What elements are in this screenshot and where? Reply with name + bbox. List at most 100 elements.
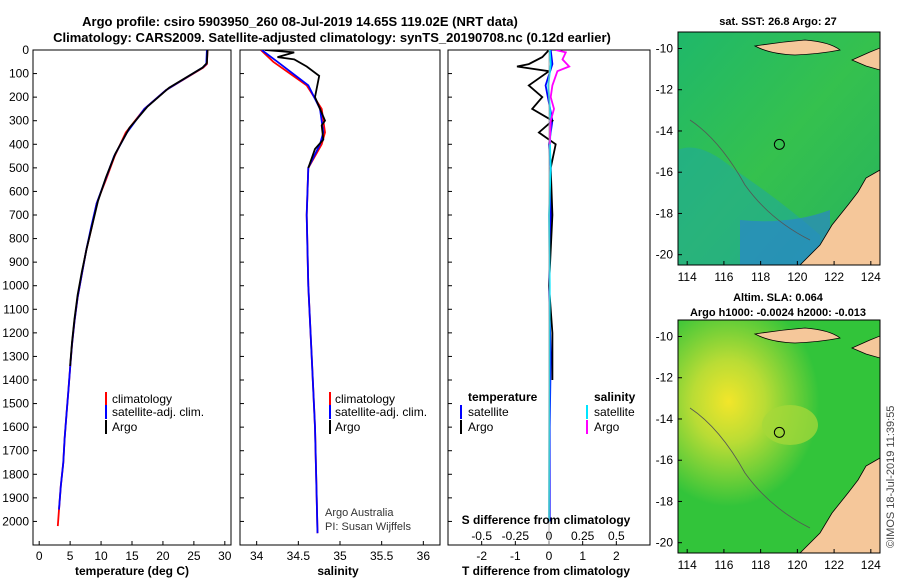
x-tick-label: 0 [36,549,43,563]
series-line-salinity-argo [548,50,571,145]
lon-tick-label: 122 [824,270,844,284]
sst-bathymetry-contour [689,119,811,241]
difference-xlabel: T difference from climatology [462,564,630,578]
pressure-tick-label: 1200 [2,326,29,340]
lon-tick-label: 120 [787,558,807,572]
series-line-satellite-adj-clim- [261,50,325,534]
sst-map-title: sat. SST: 26.8 Argo: 27 [719,16,837,28]
pressure-tick-label: 900 [9,255,29,269]
salinity-annotation-argo-australia: Argo Australia [325,507,394,519]
salinity-annotation-pi: PI: Susan Wijffels [325,521,411,533]
sst-argo-position-marker [773,138,785,150]
x-tick-label: 10 [94,549,108,563]
pressure-tick-label: 500 [9,161,29,175]
lat-tick-label: -18 [656,206,674,220]
lat-tick-label: -10 [656,41,674,55]
diff-legend-temp-argo: Argo [468,420,494,434]
temperature-legend: climatology satellite-adj. clim. Argo [105,392,204,434]
temperature-legend-argo: Argo [112,420,138,434]
lat-tick-label: -12 [656,371,674,385]
x2-tick-label: -0.5 [471,529,492,543]
salinity-legend: climatology satellite-adj. clim. Argo [329,392,427,434]
lat-tick-label: -10 [656,329,674,343]
diff-legend-sal-satellite: satellite [594,405,635,419]
x-tick-label: 35 [333,549,347,563]
pressure-tick-label: 400 [9,137,29,151]
diff-legend-temperature-title: temperature [468,390,538,404]
pressure-tick-label: 2000 [2,514,29,528]
x-tick-label: 2 [613,549,620,563]
lon-tick-label: 114 [678,558,697,572]
pressure-tick-label: 1300 [2,349,29,363]
lat-tick-label: -18 [656,494,674,508]
difference-lines [516,50,571,545]
imos-credit: ©IMOS 18-Jul-2019 11:39:55 [885,406,897,548]
salinity-panel-frame [239,49,441,546]
figure-title-line2: Climatology: CARS2009. Satellite-adjuste… [53,30,611,45]
x2-tick-label: 0.25 [571,529,595,543]
temperature-lines [56,50,209,527]
diff-legend-sal-argo: Argo [594,420,620,434]
x-tick-label: 5 [67,549,74,563]
temperature-legend-satellite: satellite-adj. clim. [112,405,204,419]
pressure-tick-label: 0 [22,43,29,57]
sla-map-subtitle: Argo h1000: -0.0024 h2000: -0.013 [690,307,866,319]
series-line-climatology [56,50,209,527]
pressure-tick-label: 1500 [2,397,29,411]
lat-tick-label: -16 [656,453,674,467]
temperature-x-ticks: 0 5 10 15 20 25 30 [36,541,232,563]
lat-tick-label: -12 [656,83,674,97]
sla-map-frame [677,319,881,554]
sst-map [678,32,880,265]
salinity-x-ticks: 34 34.5 35 35.5 36 [250,541,430,563]
lon-tick-label: 120 [787,270,807,284]
sst-island-sumba [753,39,841,56]
sst-cold-coast [740,210,830,265]
pressure-tick-label: 700 [9,208,29,222]
x-tick-label: 34.5 [287,549,311,563]
x-tick-label: 30 [218,549,232,563]
sla-bathymetry-contour [689,407,811,529]
lon-tick-label: 122 [824,558,844,572]
lon-tick-label: 118 [751,558,770,572]
sla-island-timor [851,335,880,359]
lon-tick-label: 124 [861,558,881,572]
sst-australia-coast [799,169,880,265]
lat-tick-label: -14 [656,412,674,426]
figure-title-line1: Argo profile: csiro 5903950_260 08-Jul-2… [82,14,518,29]
pressure-axis: 0 100 200 300 400 500 600 700 800 900 1000 1100 1200… [2,43,452,528]
salinity-legend-satellite: satellite-adj. clim. [335,405,427,419]
sst-map-frame [677,31,881,266]
diff-legend-salinity-title: salinity [594,390,636,404]
sst-map-ticks: 114 116 118 120 122 124 -10 -12 -14 -16 -18 -20 [656,41,881,284]
x-tick-label: -2 [476,549,487,563]
x-tick-label: 0 [546,549,553,563]
diff-legend-temp-satellite: satellite [468,405,509,419]
x-tick-label: 20 [156,549,170,563]
salinity-xlabel: salinity [317,564,359,578]
pressure-tick-label: 600 [9,184,29,198]
lat-tick-label: -20 [656,248,674,262]
difference-legend: temperature satellite Argo salinity sate… [460,390,636,434]
difference-x-ticks: -2 -1 0 1 2-0.5 -0.25 0 0.25 0.5 [471,529,625,563]
lon-tick-label: 114 [678,270,697,284]
pressure-tick-label: 1400 [2,373,29,387]
sla-australia-coast [799,457,880,553]
series-line-temperature-argo [516,50,557,380]
x-tick-label: 35.5 [370,549,394,563]
lat-tick-label: -16 [656,165,674,179]
sla-map-ticks: 114 116 118 120 122 124 -10 -12 -14 -16 -18 -20 [656,329,881,572]
pressure-tick-label: 200 [9,90,29,104]
sla-map [678,320,880,553]
x-tick-label: 1 [579,549,586,563]
x-tick-label: 34 [250,549,264,563]
temperature-legend-climatology: climatology [112,392,172,406]
lon-tick-label: 124 [861,270,881,284]
pressure-tick-label: 1800 [2,467,29,481]
pressure-tick-label: 1600 [2,420,29,434]
salinity-legend-argo: Argo [335,420,361,434]
x2-tick-label: 0.5 [608,529,625,543]
x-tick-label: -1 [510,549,521,563]
difference-x2label: S difference from climatology [462,513,631,527]
